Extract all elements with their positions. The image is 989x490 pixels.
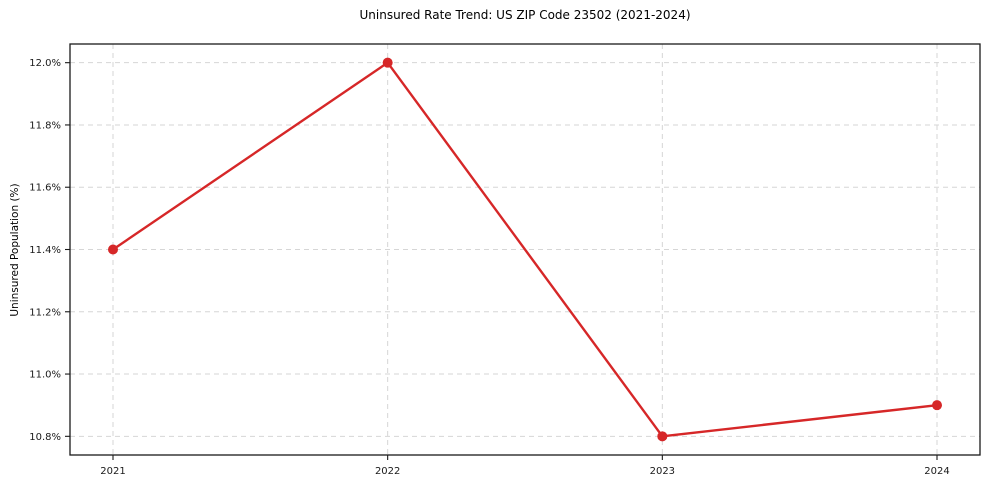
y-axis-tick-label: 11.4% <box>29 245 61 256</box>
y-axis-tick-label: 10.8% <box>29 432 61 443</box>
x-axis-tick-label: 2024 <box>924 466 949 477</box>
data-point-marker <box>657 431 668 442</box>
data-point-marker <box>932 400 942 411</box>
chart-title: Uninsured Rate Trend: US ZIP Code 23502 … <box>359 8 691 22</box>
y-axis-label: Uninsured Population (%) <box>9 183 21 317</box>
y-axis-tick-label: 11.8% <box>29 120 61 131</box>
x-axis-tick-label: 2022 <box>375 466 400 477</box>
y-axis-tick-label: 11.0% <box>29 370 61 381</box>
y-axis-tick-label: 11.6% <box>29 183 61 194</box>
x-axis-tick-label: 2023 <box>650 466 675 477</box>
x-axis-tick-label: 2021 <box>100 466 125 477</box>
trend-line <box>111 61 939 438</box>
data-point-marker <box>108 244 118 255</box>
data-point-marker <box>382 57 393 68</box>
y-axis-tick-label: 11.2% <box>29 307 61 318</box>
y-axis-tick-label: 12.0% <box>29 58 61 69</box>
